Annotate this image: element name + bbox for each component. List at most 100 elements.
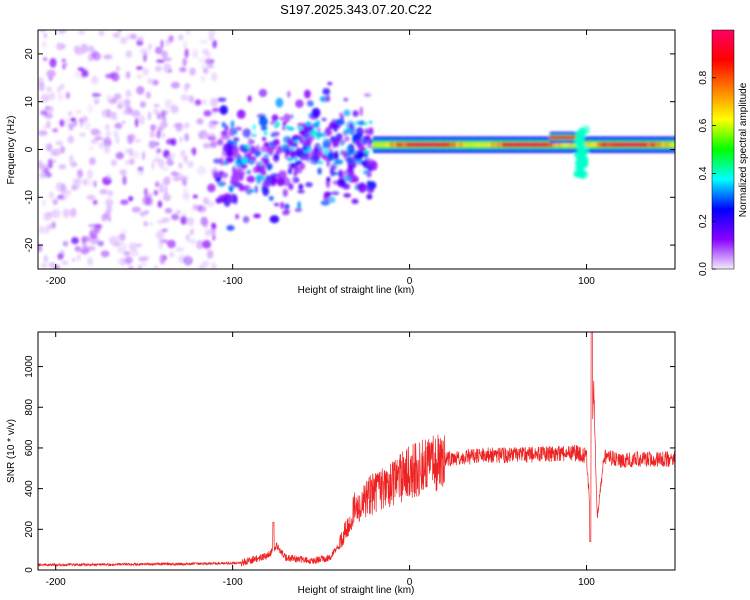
- spectrogram-cell: [167, 239, 176, 249]
- spectrogram-cell: [169, 152, 176, 160]
- spectrogram-cell: [115, 65, 121, 72]
- spectrogram-cell: [58, 164, 67, 170]
- colorbar-tick-label: 0.2: [698, 214, 709, 228]
- spectrogram-cell: [59, 145, 66, 154]
- spectrogram-cell: [304, 89, 311, 99]
- spectrogram-cell: [282, 121, 287, 127]
- spectrogram-cell: [93, 98, 100, 105]
- spectrogram-cell: [196, 165, 207, 176]
- spectrogram-cell: [331, 191, 340, 196]
- spectrogram-cell: [229, 193, 238, 204]
- spectrogram-cell: [189, 67, 196, 76]
- spectrogram-cell: [134, 117, 139, 128]
- spectrogram-cell: [115, 151, 125, 160]
- spectrogram-cell: [323, 148, 330, 155]
- spectrogram-cell: [188, 95, 195, 104]
- spectrogram-cell: [137, 36, 144, 41]
- spectrogram-cell: [208, 34, 214, 41]
- spectrogram-cell: [129, 249, 139, 257]
- spectrogram-cell: [124, 148, 134, 154]
- spectrogram-cell: [284, 125, 291, 129]
- spectrogram-cell: [184, 48, 189, 59]
- spectrogram-cell: [113, 93, 122, 100]
- spectrogram-cell: [252, 124, 256, 130]
- spectrogram-cell: [55, 140, 63, 146]
- spectrogram-cell: [61, 58, 67, 63]
- spectrogram-cell: [158, 241, 163, 250]
- spectrogram-cell: [229, 180, 234, 186]
- spectrogram-cell: [219, 170, 224, 175]
- spectrogram-cell: [353, 153, 363, 160]
- spectrogram-cell: [121, 120, 126, 125]
- spectrogram-xtick-label: 100: [578, 276, 595, 287]
- spectrogram-cell: [343, 193, 352, 198]
- spectrogram-cell: [221, 130, 229, 136]
- spectrogram-cell: [59, 119, 65, 127]
- spectrogram-cell: [43, 255, 48, 263]
- spectrogram-cell: [365, 135, 371, 141]
- spectrogram-cell: [153, 264, 159, 269]
- spectrogram-cell: [70, 117, 76, 122]
- spectrogram-cell: [197, 57, 206, 64]
- spectrogram-cell: [200, 75, 206, 82]
- spectrogram-cell: [355, 120, 361, 125]
- spectrogram-cell: [305, 182, 313, 188]
- spectrogram-cell: [228, 185, 235, 191]
- spectrogram-cell: [168, 69, 172, 73]
- spectrogram-cell: [90, 138, 99, 144]
- spectrogram-cell: [202, 142, 211, 149]
- spectrogram-cell: [87, 104, 93, 114]
- spectrogram-cell: [39, 172, 47, 179]
- spectrogram-cell: [273, 202, 280, 207]
- spectrogram-cell: [183, 187, 188, 194]
- spectrogram-cell: [263, 130, 268, 136]
- spectrogram-cell: [89, 234, 99, 245]
- spectrogram-cell: [61, 260, 69, 266]
- spectrogram-cell: [74, 49, 84, 56]
- spectrogram-cell: [85, 245, 96, 251]
- spectrogram-cell: [259, 162, 263, 166]
- spectrogram-cell: [279, 116, 284, 121]
- spectrogram-cell: [116, 246, 126, 254]
- spectrogram-cell: [212, 39, 217, 49]
- spectrogram-cell: [211, 262, 217, 269]
- spectrogram-cell: [168, 35, 174, 43]
- spectrogram-cell: [124, 98, 131, 109]
- spectrogram-cell: [161, 217, 170, 224]
- spectrogram-ytick-label: 0: [24, 146, 35, 152]
- spectrogram-cell: [199, 39, 209, 44]
- spectrogram-cell: [125, 89, 132, 98]
- spectrogram-cell: [169, 251, 175, 258]
- spectrogram-cell: [83, 236, 90, 243]
- spectrogram-cell: [189, 229, 194, 236]
- spectrogram-cell: [170, 104, 179, 114]
- spectrogram-cell: [68, 123, 74, 131]
- spectrogram-cell: [156, 113, 162, 120]
- spectrogram-cell: [128, 242, 138, 252]
- spectrogram-cell: [192, 194, 198, 199]
- spectrogram-cell: [366, 193, 373, 200]
- spectrogram-cell: [98, 30, 105, 36]
- spectrogram-cell: [191, 205, 198, 213]
- spectrogram-cell: [82, 243, 88, 249]
- spectrogram-cell: [216, 138, 224, 146]
- spectrogram-cell: [282, 209, 291, 214]
- spectrogram-cell: [107, 216, 112, 223]
- spectrogram-cell: [118, 239, 125, 246]
- spectrogram-cell: [582, 125, 590, 135]
- spectrogram-cell: [100, 250, 110, 258]
- spectrogram-cell: [45, 143, 53, 152]
- spectrogram-cell: [184, 133, 190, 142]
- spectrogram-cell: [217, 97, 227, 102]
- spectrogram-cell: [270, 176, 277, 187]
- spectrogram-cell: [122, 109, 128, 116]
- spectrogram-ytick-label: 10: [24, 96, 35, 108]
- spectrogram-cell: [145, 91, 151, 99]
- spectrogram-cell: [183, 210, 187, 219]
- spectrogram-cell: [111, 159, 117, 167]
- spectrogram-cell: [254, 185, 258, 194]
- spectrogram-cell: [326, 176, 331, 182]
- spectrogram-cell: [335, 133, 343, 141]
- spectrogram-cell: [157, 200, 163, 208]
